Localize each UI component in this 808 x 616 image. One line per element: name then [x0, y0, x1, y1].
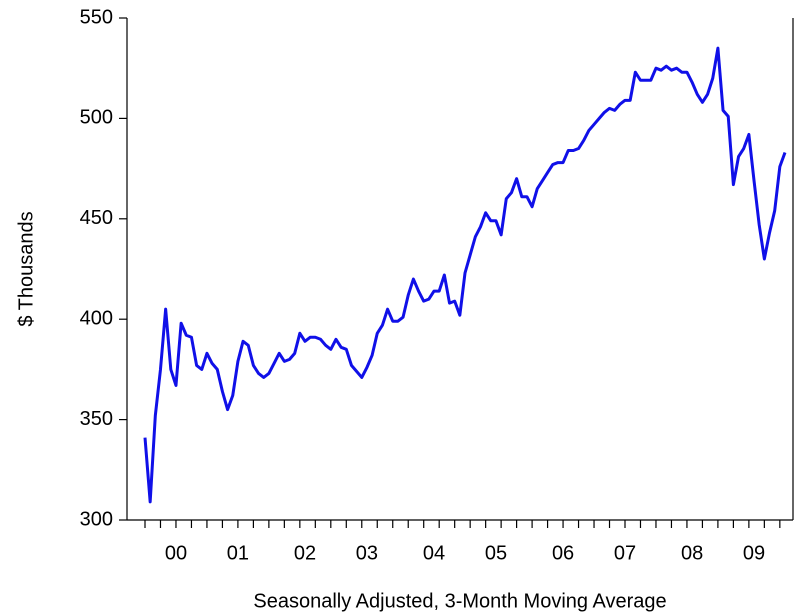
x-tick-label: 07	[614, 542, 636, 564]
x-axis-label: Seasonally Adjusted, 3-Month Moving Aver…	[253, 590, 666, 612]
x-tick-label: 01	[227, 542, 249, 564]
x-tick-label: 03	[356, 542, 378, 564]
x-tick-label: 02	[294, 542, 316, 564]
y-tick-label: 300	[80, 508, 113, 530]
x-tick-label: 08	[681, 542, 703, 564]
x-tick-label: 06	[552, 542, 574, 564]
y-tick-label: 400	[80, 307, 113, 329]
x-tick-label: 05	[485, 542, 507, 564]
x-tick-label: 04	[423, 542, 445, 564]
y-tick-label: 350	[80, 408, 113, 430]
y-tick-label: 500	[80, 107, 113, 129]
x-tick-label: 00	[165, 542, 187, 564]
y-axis-label: $ Thousands	[15, 211, 37, 326]
y-tick-label: 450	[80, 207, 113, 229]
x-tick-label: 09	[743, 542, 765, 564]
y-tick-label: 550	[80, 6, 113, 28]
data-line	[143, 46, 787, 504]
